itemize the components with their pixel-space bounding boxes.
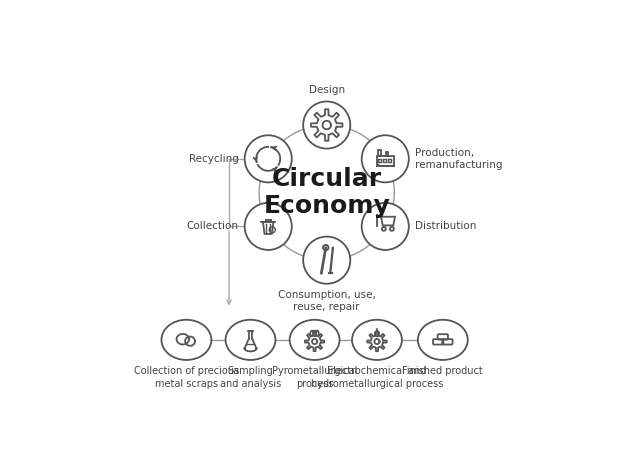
Ellipse shape bbox=[290, 320, 339, 360]
Circle shape bbox=[362, 203, 409, 250]
Circle shape bbox=[245, 203, 292, 250]
Circle shape bbox=[303, 237, 350, 284]
Text: Distribution: Distribution bbox=[415, 221, 476, 231]
Text: Collection: Collection bbox=[187, 221, 238, 231]
Ellipse shape bbox=[162, 320, 212, 360]
Circle shape bbox=[303, 101, 350, 148]
Text: Pyrometallurgical
process: Pyrometallurgical process bbox=[272, 366, 358, 389]
Text: Design: Design bbox=[309, 85, 345, 95]
Text: Circular
Economy: Circular Economy bbox=[263, 167, 390, 218]
Circle shape bbox=[245, 135, 292, 182]
Ellipse shape bbox=[418, 320, 468, 360]
Text: Sampling
and analysis: Sampling and analysis bbox=[220, 366, 281, 389]
Text: Recycling: Recycling bbox=[188, 154, 238, 164]
Circle shape bbox=[362, 135, 409, 182]
Text: Electrochemical and
hydrometallurgical process: Electrochemical and hydrometallurgical p… bbox=[311, 366, 443, 389]
Text: Finished product: Finished product bbox=[402, 366, 483, 376]
Ellipse shape bbox=[225, 320, 275, 360]
Text: Consumption, use,
reuse, repair: Consumption, use, reuse, repair bbox=[278, 290, 376, 312]
Text: Collection of precious
metal scraps: Collection of precious metal scraps bbox=[134, 366, 239, 389]
Text: Production,
remanufacturing: Production, remanufacturing bbox=[415, 148, 502, 170]
Ellipse shape bbox=[352, 320, 402, 360]
